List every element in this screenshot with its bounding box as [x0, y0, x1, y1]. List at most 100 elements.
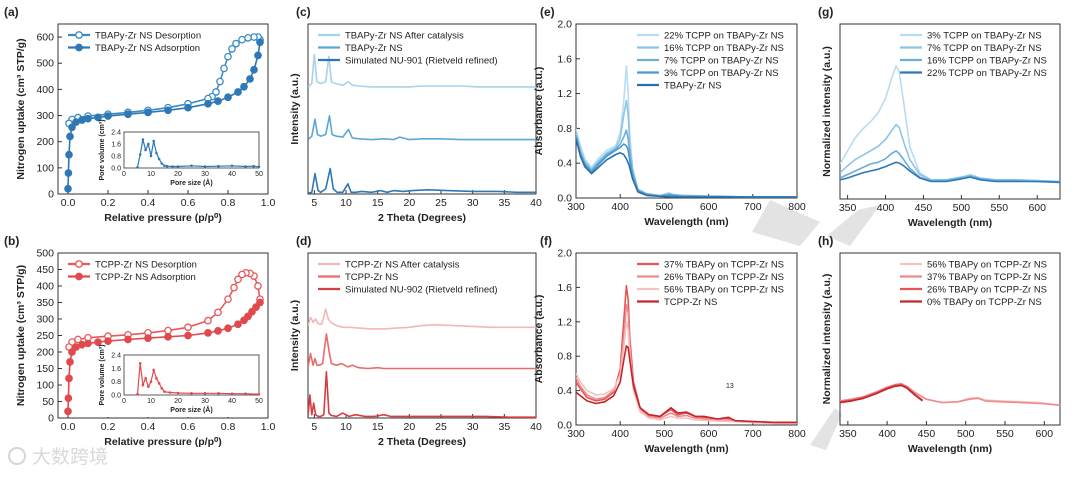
- data-point: [184, 323, 192, 332]
- data-point: [220, 64, 228, 73]
- inset-data-point: [136, 165, 139, 169]
- inset-data-point: [138, 362, 142, 365]
- y-tick-label: 50: [42, 396, 54, 408]
- inset-data-point: [141, 138, 145, 141]
- inset-y-tick-label: 0.0: [111, 166, 121, 173]
- data-point: [78, 340, 86, 349]
- x-tick-label: 40: [530, 197, 542, 209]
- x-tick-label: 400: [877, 202, 895, 214]
- inset-y-tick-label: 1.6: [111, 366, 121, 373]
- series-line: [576, 136, 797, 198]
- inset-data-point: [176, 165, 180, 168]
- inset-data-point: [152, 368, 155, 372]
- inset-x-tick-label: 40: [228, 398, 236, 405]
- x-tick-label: 1.0: [261, 421, 276, 433]
- panel-label: (d): [296, 234, 311, 248]
- data-point: [214, 97, 222, 106]
- data-point: [234, 320, 242, 329]
- legend-label: 22% TCPP on TBAPy-Zr NS: [927, 68, 1047, 79]
- x-tick-label: 10: [340, 421, 352, 433]
- y-tick-label: 100: [36, 162, 54, 174]
- panel-label: (c): [296, 5, 311, 19]
- legend-label: TCPP-Zr NS: [345, 272, 398, 283]
- x-tick-label: 0.6: [181, 421, 196, 433]
- data-point: [104, 112, 112, 120]
- legend-marker: [75, 43, 83, 52]
- series-line: [576, 345, 797, 424]
- x-tick-label: 20: [403, 421, 415, 433]
- data-point: [250, 65, 258, 74]
- data-point: [94, 113, 102, 122]
- series-line: [576, 303, 797, 425]
- inset-y-tick-label: 2.4: [111, 130, 121, 137]
- x-tick-label: 0.8: [221, 197, 236, 209]
- background-chevron-shape: [752, 200, 820, 246]
- legend-marker: [75, 260, 83, 268]
- x-tick-label: 500: [656, 428, 674, 440]
- data-point: [94, 338, 102, 346]
- data-point: [84, 339, 92, 348]
- x-tick-label: 0.2: [101, 421, 116, 433]
- data-point: [66, 358, 74, 366]
- inset-data-point: [257, 165, 261, 169]
- data-point: [124, 335, 132, 344]
- data-point: [248, 307, 256, 316]
- legend-label: TBAPy-Zr NS: [345, 43, 403, 54]
- y-tick-label: 350: [36, 297, 54, 309]
- inset-data-point: [144, 377, 147, 380]
- data-point: [144, 108, 152, 117]
- series-line: [840, 161, 1060, 184]
- legend-label: 7% TCPP on TBAPy-Zr NS: [927, 43, 1042, 54]
- x-tick-label: 20: [403, 197, 415, 209]
- data-point: [230, 283, 238, 292]
- series-line: [308, 308, 536, 330]
- x-tick-label: 400: [878, 428, 896, 440]
- x-tick-label: 15: [372, 421, 384, 433]
- watermark-logo-icon: [8, 447, 26, 465]
- x-tick-label: 550: [996, 428, 1014, 440]
- data-point: [234, 275, 242, 284]
- plot-frame: [575, 252, 798, 426]
- legend-label: 37% TBAPy on TCPP-Zr NS: [927, 272, 1047, 283]
- inset-frame: [123, 354, 260, 396]
- series-group: [308, 308, 536, 418]
- data-point: [216, 77, 224, 86]
- inset-x-tick-label: 30: [201, 398, 209, 405]
- inset-data-point: [147, 385, 150, 388]
- panel-label: (b): [4, 234, 19, 248]
- x-tick-label: 700: [744, 428, 762, 440]
- inset-data-point: [203, 392, 207, 395]
- background-decoration: [752, 200, 880, 450]
- chart-panel-b: (b)0.0 0.2 0.4 0.6 0.8 1.00501001502002503003…: [4, 234, 275, 448]
- inset-y-title: Pore volume (cm³): [99, 344, 106, 405]
- inset-y-tick-label: 0.0: [111, 393, 121, 400]
- inset-data-point: [165, 164, 169, 168]
- series-line: [576, 320, 797, 425]
- data-point: [68, 348, 76, 356]
- data-point: [184, 103, 192, 112]
- inset-x-tick-label: 0: [122, 171, 126, 178]
- y-tick-label: 1.2: [557, 316, 572, 328]
- panel-label: (e): [540, 5, 555, 19]
- inset-x-tick-label: 20: [174, 398, 182, 405]
- legend-label: Simulated NU-901 (Rietveld refined): [345, 56, 498, 67]
- inset-y-tick-label: 0.8: [111, 154, 121, 161]
- legend-label: TBAPy-Zr NS: [664, 81, 722, 92]
- data-point: [84, 114, 92, 123]
- data-point: [104, 337, 112, 345]
- inset-data-point: [244, 392, 247, 395]
- x-tick-label: 5: [311, 197, 317, 209]
- y-axis-title: Nitrogen uptake (cm³ STP/g): [15, 38, 27, 179]
- y-tick-label: 200: [36, 347, 54, 359]
- x-tick-label: 15: [372, 197, 384, 209]
- y-axis-title: Absorbance (a.u.): [533, 67, 545, 156]
- data-point: [256, 298, 264, 307]
- chart-panel-g: (g) 350 400 450 500 550 600 Wavelength (nm) Norm…: [818, 5, 1061, 229]
- y-tick-label: 0.8: [557, 351, 572, 363]
- series-line: [576, 138, 797, 198]
- chart-panel-a: (a)0.0 0.2 0.4 0.6 0.8 1.00100200300400500600…: [4, 5, 275, 224]
- data-point: [246, 75, 254, 83]
- x-axis-title: Relative pressure (p/p⁰): [104, 436, 221, 448]
- x-tick-label: 500: [953, 202, 971, 214]
- y-tick-label: 0.0: [557, 193, 572, 205]
